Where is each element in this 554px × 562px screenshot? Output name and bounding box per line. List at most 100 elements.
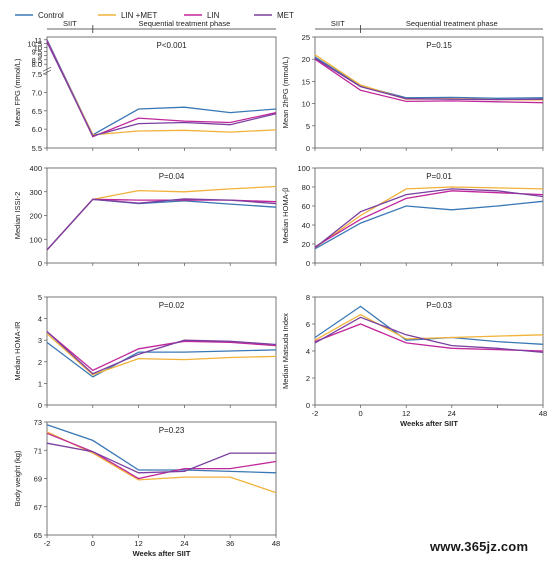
panel-frame-2 xyxy=(46,167,277,264)
x-tick-label-5-0: -2 xyxy=(312,409,319,418)
y-axis-label-2: Median ISSI-2 xyxy=(13,192,22,240)
panel-frame-1 xyxy=(314,36,544,149)
series-line-3-met xyxy=(314,188,544,249)
y-tick-label-0-3: 7.0 xyxy=(32,89,42,98)
x-tick-label-6-3: 24 xyxy=(180,539,188,548)
series-line-1-lin xyxy=(314,58,544,104)
x-axis-label-6: Weeks after SIIT xyxy=(133,549,191,558)
y-tick-label-3-5: 100 xyxy=(297,164,310,173)
y-tick-label-3-3: 60 xyxy=(302,202,310,211)
p-value-annotation-2: P=0.04 xyxy=(159,172,185,181)
panel-frame-5 xyxy=(314,296,544,406)
y-tick-label-1-2: 10 xyxy=(302,100,310,109)
x-tick-label-6-4: 36 xyxy=(226,539,234,548)
y-tick-label-6-1: 67 xyxy=(34,503,42,512)
x-tick-label-6-0: -2 xyxy=(44,539,51,548)
x-axis-label-5: Weeks after SIIT xyxy=(400,419,458,428)
y-tick-label-4-1: 1 xyxy=(38,379,42,388)
series-line-3-control xyxy=(314,200,544,250)
x-tick-label-5-3: 24 xyxy=(448,409,456,418)
y-tick-label-5-2: 4 xyxy=(306,347,310,356)
x-tick-label-6-1: 0 xyxy=(91,539,95,548)
y-tick-label-2-1: 100 xyxy=(29,235,42,244)
y-tick-label-4-2: 2 xyxy=(38,358,42,367)
y-tick-label-6-2: 69 xyxy=(34,475,42,484)
y-tick-label-0-1: 6.0 xyxy=(32,125,42,134)
panel-frame-4 xyxy=(46,296,277,406)
y-axis-label-6: Body weight (kg) xyxy=(13,450,22,506)
x-tick-label-5-2: 12 xyxy=(402,409,410,418)
y-tick-label-5-4: 8 xyxy=(306,293,310,302)
y-tick-label-2-4: 400 xyxy=(29,164,42,173)
series-line-3-lin xyxy=(314,190,544,248)
series-line-4-met xyxy=(46,331,277,375)
phase-sequential-label-0: Sequential treatment phase xyxy=(139,19,231,28)
phase-siit-label-1: SIIT xyxy=(331,19,345,28)
series-line-1-control xyxy=(314,56,544,99)
p-value-annotation-4: P=0.02 xyxy=(159,301,185,310)
y-axis-label-3: Median HOMA-β xyxy=(281,187,290,244)
y-tick-label-3-1: 20 xyxy=(302,240,310,249)
series-line-6-met xyxy=(46,442,276,474)
axis-break-a xyxy=(42,66,52,72)
series-line-1-lin-met xyxy=(314,54,544,101)
panel-frame-3 xyxy=(314,167,544,264)
p-value-annotation-0: P<0.001 xyxy=(156,41,187,50)
y-tick-label-6-0: 65 xyxy=(34,531,42,540)
p-value-annotation-3: P=0.01 xyxy=(426,172,452,181)
series-line-6-lin xyxy=(46,432,277,480)
series-line-6-control xyxy=(46,424,277,474)
y-tick-label-4-4: 4 xyxy=(38,315,42,324)
series-line-4-control xyxy=(46,341,277,378)
series-line-3-lin-met xyxy=(314,186,544,249)
series-line-5-lin-met xyxy=(314,313,544,341)
y-tick-label-3-2: 40 xyxy=(302,221,310,230)
x-tick-label-6-5: 48 xyxy=(272,539,280,548)
x-tick-label-6-2: 12 xyxy=(134,539,142,548)
y-tick-label-0-4: 7.5 xyxy=(32,70,42,79)
y-tick-label-5-3: 6 xyxy=(306,320,310,329)
watermark-text: www.365jz.com xyxy=(430,539,529,554)
y-tick-label-2-0: 0 xyxy=(38,259,42,268)
y-tick-label-1-3: 15 xyxy=(302,77,310,86)
series-line-5-lin xyxy=(314,323,544,352)
y-tick-label-0-2: 6.5 xyxy=(32,107,42,116)
y-axis-label-1: Mean 2hPG (mmol/L) xyxy=(281,56,290,128)
y-tick-label-1-1: 5 xyxy=(306,122,310,131)
series-line-2-control xyxy=(46,198,277,251)
y-tick-label-4-5: 5 xyxy=(38,293,42,302)
y-tick-label-1-4: 20 xyxy=(302,55,310,64)
y-tick-label-0-9: 10 xyxy=(34,44,42,53)
y-tick-label-3-0: 0 xyxy=(306,259,310,268)
y-tick-label-1-5: 25 xyxy=(302,33,310,42)
y-tick-label-2-3: 300 xyxy=(29,188,42,197)
legend-label-3: MET xyxy=(277,11,294,20)
series-line-4-lin-met xyxy=(46,333,277,376)
y-axis-label-5: Median Matsuda Index xyxy=(281,313,290,389)
p-value-annotation-6: P=0.23 xyxy=(159,426,185,435)
legend-label-2: LIN xyxy=(207,11,220,20)
series-line-5-met xyxy=(314,316,544,354)
phase-siit-label-0: SIIT xyxy=(63,19,77,28)
series-line-2-met xyxy=(46,198,277,251)
x-tick-label-5-1: 0 xyxy=(359,409,363,418)
series-line-6-lin-met xyxy=(46,431,277,494)
y-tick-label-4-3: 3 xyxy=(38,336,42,345)
phase-sequential-label-1: Sequential treatment phase xyxy=(406,19,498,28)
y-tick-label-0-6: 8.5 xyxy=(32,56,42,65)
y-tick-label-0-10: 10.5 xyxy=(27,40,42,49)
y-tick-label-5-0: 0 xyxy=(306,401,310,410)
y-tick-label-5-1: 2 xyxy=(306,374,310,383)
y-tick-label-6-3: 71 xyxy=(34,446,42,455)
y-tick-label-0-11: 11 xyxy=(34,36,42,45)
p-value-annotation-5: P=0.03 xyxy=(426,301,452,310)
y-axis-label-0: Mean FPG (mmol/L) xyxy=(13,58,22,126)
y-tick-label-3-4: 80 xyxy=(302,183,310,192)
p-value-annotation-1: P=0.15 xyxy=(426,41,452,50)
series-line-0-met xyxy=(46,41,277,137)
y-tick-label-0-7: 9 xyxy=(38,51,42,60)
y-tick-label-1-0: 0 xyxy=(306,144,310,153)
axis-break-b xyxy=(42,69,52,75)
legend-label-1: LIN +MET xyxy=(121,11,157,20)
